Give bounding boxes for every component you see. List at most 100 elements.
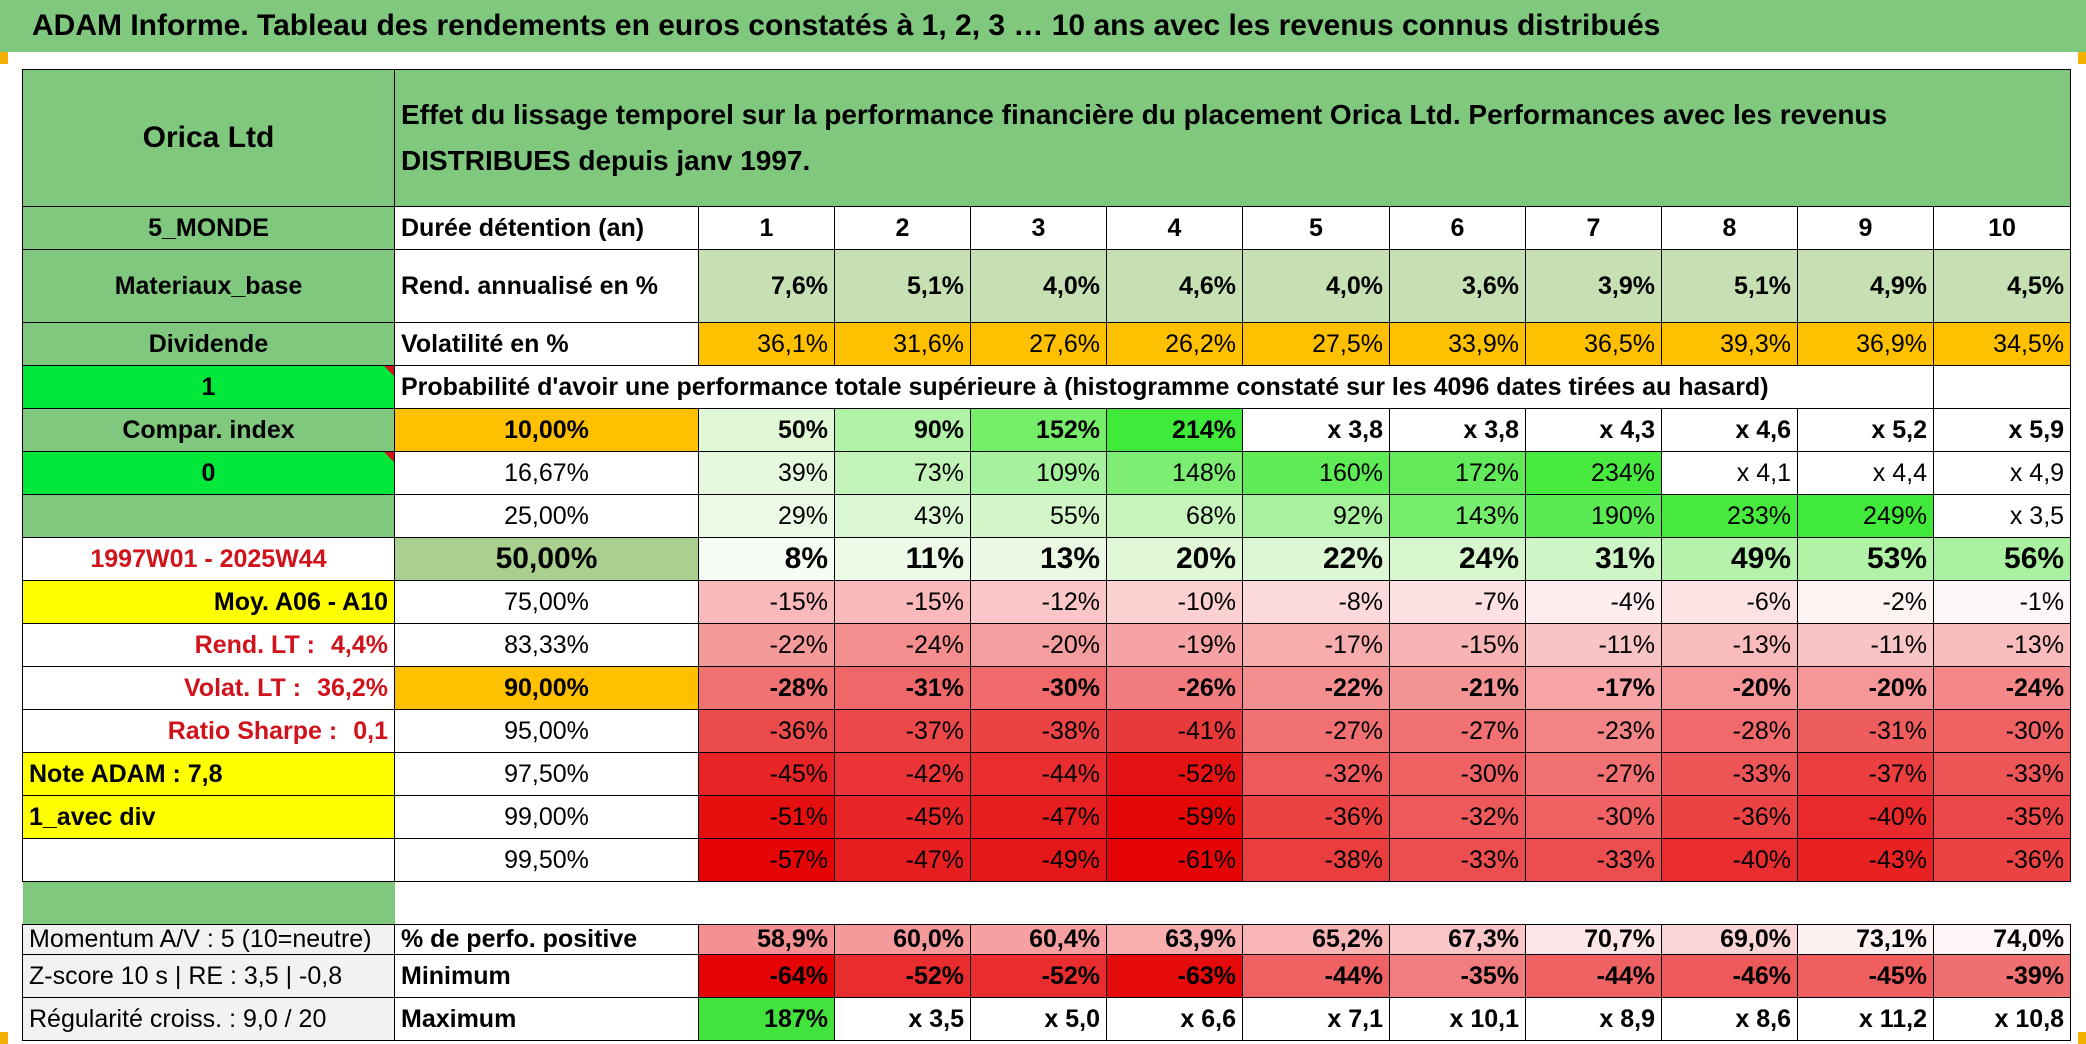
quantile-value: -11% <box>1525 623 1662 667</box>
quantile-value: 90% <box>834 408 971 452</box>
maximum-value: x 10,8 <box>1932 997 2072 1041</box>
positive-value: 70,7% <box>1525 924 1662 955</box>
volatility-value: 26,2% <box>1106 322 1243 366</box>
quantile-value: -27% <box>1242 709 1390 753</box>
year-header: 10 <box>1932 206 2072 250</box>
quantile-value: -31% <box>834 666 971 710</box>
minimum-value: -52% <box>970 954 1107 998</box>
table-row: 1997W01 - 2025W44 50,00% 8% 11% 13% 20% 22% 24%… <box>22 537 2072 581</box>
quantile-value: -20% <box>1797 666 1934 710</box>
quantile-value: x 4,3 <box>1525 408 1662 452</box>
probability-threshold: 16,67% <box>394 451 699 495</box>
minimum-value: -35% <box>1389 954 1526 998</box>
annual-return-value: 4,0% <box>970 249 1107 323</box>
positive-value: 60,0% <box>834 924 971 955</box>
quantile-value: -61% <box>1106 838 1243 882</box>
annual-return-label: Rend. annualisé en % <box>394 249 699 323</box>
volatility-value: 27,5% <box>1242 322 1390 366</box>
table-row: 5_MONDE Durée détention (an) 1 2 3 4 5 6 7 8 9 10 <box>22 206 2072 250</box>
maximum-value: x 10,1 <box>1389 997 1526 1041</box>
volatility-value: 36,9% <box>1797 322 1934 366</box>
quantile-value: -35% <box>1932 795 2072 839</box>
quantile-value: -4% <box>1525 580 1662 624</box>
sharpe-ratio-value: 0,1 <box>353 716 388 745</box>
quantile-value: 13% <box>970 537 1107 581</box>
quantile-value: 233% <box>1661 494 1798 538</box>
positive-label: % de perfo. positive <box>394 924 699 955</box>
quantile-value: 55% <box>970 494 1107 538</box>
quantile-value: 50% <box>698 408 835 452</box>
minimum-value: -39% <box>1932 954 2072 998</box>
quantile-value: 29% <box>698 494 835 538</box>
quantile-value: -49% <box>970 838 1107 882</box>
average-label: Moy. A06 - A10 <box>22 580 395 624</box>
table-description: Effet du lissage temporel sur la perform… <box>393 69 2072 207</box>
volatility-value: 36,5% <box>1525 322 1662 366</box>
quantile-value: -37% <box>834 709 971 753</box>
quantile-value: -52% <box>1106 752 1243 796</box>
quantile-value: -7% <box>1389 580 1526 624</box>
region-label: 5_MONDE <box>22 206 395 250</box>
quantile-value: -36% <box>1932 838 2072 882</box>
table-row: Moy. A06 - A10 75,00% -15% -15% -12% -10% -8% -… <box>22 580 2072 624</box>
quantile-value: 24% <box>1389 537 1526 581</box>
quantile-value: 11% <box>834 537 971 581</box>
probability-threshold: 75,00% <box>394 580 699 624</box>
flag-one: 1 <box>22 365 395 409</box>
positive-value: 74,0% <box>1932 924 2072 955</box>
quantile-value: x 4,1 <box>1661 451 1798 495</box>
maximum-value: x 5,0 <box>970 997 1107 1041</box>
quantile-value: 143% <box>1389 494 1526 538</box>
quantile-value: -36% <box>1661 795 1798 839</box>
quantile-value: -1% <box>1932 580 2072 624</box>
quantile-value: x 3,8 <box>1389 408 1526 452</box>
page-title: ADAM Informe. Tableau des rendements en … <box>0 0 2086 52</box>
quantile-value: 109% <box>970 451 1107 495</box>
quantile-value: -27% <box>1389 709 1526 753</box>
table-row: Rend. LT : 4,4% 83,33% -22% -24% -20% -19% -17%… <box>22 623 2072 667</box>
quantile-value: -22% <box>1242 666 1390 710</box>
quantile-value: -19% <box>1106 623 1243 667</box>
quantile-value: -33% <box>1525 838 1662 882</box>
empty-cell <box>1932 365 2072 409</box>
quantile-value: -44% <box>970 752 1107 796</box>
quantile-value: -32% <box>1389 795 1526 839</box>
probability-threshold: 10,00% <box>394 408 699 452</box>
table-row: Ratio Sharpe :0,1 95,00% -36% -37% -38% -41% -… <box>22 709 2072 753</box>
probability-threshold: 90,00% <box>394 666 699 710</box>
quantile-value: -33% <box>1389 838 1526 882</box>
quantile-value: 20% <box>1106 537 1243 581</box>
type-label: Dividende <box>22 322 395 366</box>
quantile-value: 22% <box>1242 537 1390 581</box>
quantile-value: -33% <box>1932 752 2072 796</box>
sector-label: Materiaux_base <box>22 249 395 323</box>
table-row: Volat. LT :36,2% 90,00% -28% -31% -30% -26% -2… <box>22 666 2072 710</box>
quantile-value: -8% <box>1242 580 1390 624</box>
year-header: 2 <box>834 206 971 250</box>
probability-threshold: 25,00% <box>394 494 699 538</box>
quantile-value: 92% <box>1242 494 1390 538</box>
table-row: 99,50% -57% -47% -49% -61% -38% -33% -33% -40% -4… <box>22 838 2072 882</box>
quantile-value: 152% <box>970 408 1107 452</box>
annual-return-value: 7,6% <box>698 249 835 323</box>
volatility-value: 36,1% <box>698 322 835 366</box>
probability-label: Probabilité d'avoir une performance tota… <box>394 365 1934 409</box>
probability-threshold: 97,50% <box>394 752 699 796</box>
corner-marker <box>0 1032 8 1044</box>
flag-zero: 0 <box>22 451 395 495</box>
quantile-value: -12% <box>970 580 1107 624</box>
quantile-value: -28% <box>1661 709 1798 753</box>
maximum-value: x 8,9 <box>1525 997 1662 1041</box>
year-header: 4 <box>1106 206 1243 250</box>
quantile-value: x 5,2 <box>1797 408 1934 452</box>
quantile-value: -40% <box>1661 838 1798 882</box>
quantile-value: 43% <box>834 494 971 538</box>
quantile-value: 148% <box>1106 451 1243 495</box>
quantile-value: -10% <box>1106 580 1243 624</box>
rend-lt-value: 4,4% <box>331 630 388 659</box>
quantile-value: -23% <box>1525 709 1662 753</box>
duration-label: Durée détention (an) <box>394 206 699 250</box>
volat-lt-label: Volat. LT : <box>183 673 302 702</box>
table-row: Z-score 10 s | RE : 3,5 | -0,8 Minimum -64… <box>22 954 2072 998</box>
period-label: 1997W01 - 2025W44 <box>22 537 395 581</box>
